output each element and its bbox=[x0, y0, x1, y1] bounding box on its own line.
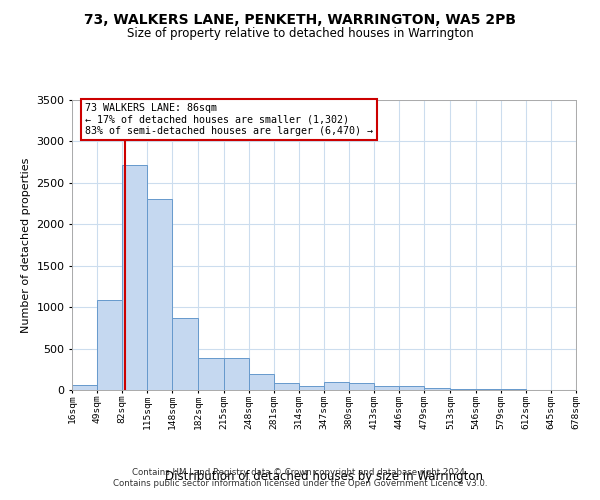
Bar bbox=[172, 318, 197, 390]
Bar bbox=[224, 358, 248, 390]
Bar bbox=[122, 164, 148, 390]
Bar bbox=[500, 389, 526, 390]
Bar bbox=[148, 200, 172, 390]
Y-axis label: Number of detached properties: Number of detached properties bbox=[20, 158, 31, 332]
Text: 73, WALKERS LANE, PENKETH, WARRINGTON, WA5 2PB: 73, WALKERS LANE, PENKETH, WARRINGTON, W… bbox=[84, 12, 516, 26]
Bar bbox=[72, 386, 97, 390]
Bar bbox=[349, 382, 374, 390]
Text: 73 WALKERS LANE: 86sqm
← 17% of detached houses are smaller (1,302)
83% of semi-: 73 WALKERS LANE: 86sqm ← 17% of detached… bbox=[85, 103, 373, 136]
Bar bbox=[451, 388, 476, 390]
Bar bbox=[97, 300, 122, 390]
Text: Contains HM Land Registry data © Crown copyright and database right 2024.
Contai: Contains HM Land Registry data © Crown c… bbox=[113, 468, 487, 487]
Bar bbox=[374, 386, 400, 390]
Bar bbox=[274, 383, 299, 390]
Text: Size of property relative to detached houses in Warrington: Size of property relative to detached ho… bbox=[127, 28, 473, 40]
Bar bbox=[400, 386, 424, 390]
Bar bbox=[324, 382, 349, 390]
Bar bbox=[248, 374, 274, 390]
X-axis label: Distribution of detached houses by size in Warrington: Distribution of detached houses by size … bbox=[165, 470, 483, 484]
Bar bbox=[199, 358, 224, 390]
Bar bbox=[424, 388, 449, 390]
Bar bbox=[299, 386, 324, 390]
